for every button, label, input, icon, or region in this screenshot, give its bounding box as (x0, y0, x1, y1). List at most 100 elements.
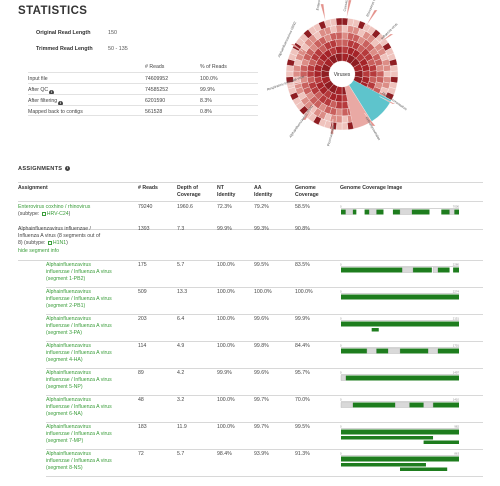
row-divider (18, 229, 483, 230)
stats-header-pct: % of Reads (200, 64, 227, 70)
assignment-name[interactable]: Alphainfluenzavirus influenzae / Influenz… (46, 370, 136, 392)
assignment-name[interactable]: Enterovirus coxhino / rhinovirus (subtype… (18, 204, 136, 218)
coverage-segment (376, 209, 384, 215)
sunburst-segment[interactable] (341, 115, 349, 124)
assignment-name[interactable]: Alphainfluenzavirus influenzae / Influenz… (46, 289, 136, 311)
coverage-length-label: 982 (454, 425, 459, 429)
external-link-icon[interactable] (41, 211, 46, 216)
genome-coverage-image: 0 1497 (340, 371, 459, 381)
taxonomy-sunburst-chart[interactable]: Viruses Enterovirus Coxsackievirus A6 Rhino… (262, 0, 422, 160)
cell-aa: 99.3% (254, 226, 269, 232)
assignment-name[interactable]: Alphainfluenzavirus influenzae / Influenz… (46, 262, 136, 284)
coverage-gap (449, 209, 455, 215)
assignment-name-line: (segment 3-PA) (46, 330, 82, 337)
sunburst-spike[interactable] (302, 108, 313, 121)
assignment-name[interactable]: Alphainfluenzavirus influenzae / Influenz… (46, 451, 136, 473)
row-divider (46, 449, 483, 450)
sunburst-segment[interactable] (341, 17, 349, 26)
cell-depth: 13.3 (177, 289, 188, 295)
cell-depth: 3.2 (177, 397, 185, 403)
header-divider (18, 201, 483, 202)
row-divider (46, 287, 483, 288)
cell-aa: 99.7% (254, 397, 269, 403)
sunburst-spike[interactable] (364, 112, 376, 127)
sunburst-segment[interactable] (383, 64, 392, 72)
sunburst-spike[interactable] (330, 118, 334, 135)
sunburst-segment[interactable] (390, 64, 399, 72)
sunburst-segment[interactable] (369, 70, 378, 78)
cell-genome: 91.3% (295, 451, 310, 457)
assignment-name[interactable]: Alphainfluenzavirus influenzae / Influenz… (46, 343, 136, 365)
sunburst-segment[interactable] (335, 17, 343, 26)
coverage-axis (341, 320, 459, 321)
sunburst-segment[interactable] (306, 70, 315, 78)
sunburst-segment[interactable] (341, 108, 349, 117)
assignment-name[interactable]: Alphainfluenzavirus influenzae / Influenz… (46, 397, 136, 419)
sunburst-center[interactable] (329, 61, 355, 87)
coverage-segment (437, 267, 450, 273)
sunburst-segment[interactable] (335, 38, 343, 47)
coverage-start-label: 0 (340, 205, 342, 209)
sunburst-segment[interactable] (344, 84, 372, 129)
assignment-name-line: Enterovirus coxhino / rhinovirus (18, 204, 91, 210)
genome-coverage-image: 0 982 (340, 425, 459, 444)
sunburst-spike[interactable] (289, 43, 304, 52)
sunburst-spike[interactable] (320, 3, 326, 22)
subtype-close-paren: ) (66, 240, 68, 247)
sunburst-spike[interactable] (377, 33, 395, 45)
sunburst-segment[interactable] (390, 70, 399, 78)
info-icon[interactable]: i (58, 101, 64, 106)
sunburst-segment[interactable] (335, 122, 343, 131)
cell-nt: 99.9% (217, 370, 232, 376)
assignment-name-line: (segment 6-NA) (46, 411, 83, 418)
sunburst-segment[interactable] (285, 70, 294, 78)
sunburst-spike[interactable] (365, 9, 378, 27)
sunburst-center-label: Viruses (334, 72, 351, 78)
assignment-name-line: influenzae / Influenza A virus (46, 458, 112, 465)
cell-aa: 100.0% (254, 289, 272, 295)
cell-depth: 6.4 (177, 316, 185, 322)
info-icon[interactable]: i (65, 166, 71, 172)
col-genome: Genome Coverage (295, 185, 319, 198)
stats-row-label: After QC i (28, 87, 55, 95)
assignment-name-line: Alphainfluenzavirus (46, 424, 91, 430)
external-link-icon[interactable] (47, 240, 52, 245)
sunburst-segment[interactable] (362, 70, 371, 78)
row-divider (46, 476, 483, 477)
genome-coverage-image: 0 1701 (340, 344, 459, 354)
assignment-name[interactable]: Alphainfluenzavirus influenzae / Influenz… (46, 424, 136, 446)
sunburst-segment[interactable] (335, 31, 343, 40)
coverage-axis (341, 374, 459, 375)
sunburst-segment[interactable] (335, 24, 343, 33)
cell-depth: 5.7 (177, 262, 185, 268)
sunburst-segment[interactable] (335, 115, 343, 124)
assignment-name-line: (segment 2-PB1) (46, 303, 86, 310)
assignment-name: Alphainfluenzavirus influenzae / Influenz… (18, 226, 136, 255)
sunburst-spike[interactable] (379, 96, 396, 105)
row-divider (46, 314, 483, 315)
info-icon[interactable]: i (49, 90, 55, 95)
coverage-start-label: 0 (340, 452, 342, 456)
subtype-link[interactable]: H1N1 (52, 240, 67, 247)
cell-genome: 90.8% (295, 226, 310, 232)
coverage-gap (345, 209, 353, 215)
sunburst-spike[interactable] (346, 0, 352, 19)
sunburst-segment[interactable] (383, 70, 392, 78)
assignment-name[interactable]: Alphainfluenzavirus influenzae / Influenz… (46, 316, 136, 338)
sunburst-segment[interactable] (341, 24, 349, 33)
hide-segment-info-link[interactable]: hide segment info (18, 247, 59, 254)
coverage-axis (341, 208, 459, 209)
stats-row: Mapped back to contigs 561528 0.8% (28, 105, 258, 116)
cell-genome: 99.9% (295, 316, 310, 322)
sunburst-segment[interactable] (376, 70, 385, 78)
sunburst-outer-label: Enterovirus (316, 0, 323, 11)
cell-genome: 83.5% (295, 262, 310, 268)
subtype-link[interactable]: HRV-C24 (46, 211, 69, 218)
sunburst-segment[interactable] (341, 122, 349, 131)
cell-depth: 1960.6 (177, 204, 193, 210)
sunburst-spike[interactable] (288, 82, 302, 87)
coverage-segment (341, 348, 367, 354)
assignment-name-line: Influenza A virus (8 segments out of (18, 233, 101, 240)
sunburst-segment[interactable] (313, 70, 322, 78)
sunburst-segment[interactable] (341, 101, 349, 110)
